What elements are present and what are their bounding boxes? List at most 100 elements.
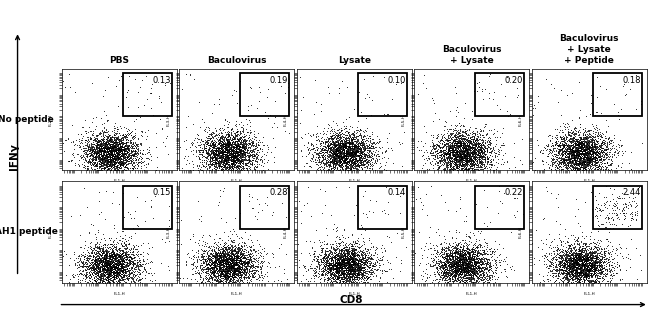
Point bbox=[257, 259, 268, 264]
Point bbox=[99, 149, 109, 154]
Point bbox=[124, 154, 134, 159]
Point bbox=[567, 142, 578, 147]
Point bbox=[464, 157, 474, 162]
Point bbox=[356, 148, 367, 153]
Point bbox=[491, 261, 501, 266]
Point bbox=[211, 131, 222, 136]
Point bbox=[468, 144, 478, 149]
Point bbox=[227, 275, 238, 280]
Point bbox=[444, 260, 454, 265]
Point bbox=[326, 275, 336, 280]
Point bbox=[463, 151, 473, 156]
Point bbox=[335, 277, 345, 282]
Point bbox=[226, 177, 236, 182]
Point bbox=[350, 257, 360, 262]
Point bbox=[484, 276, 495, 281]
Point bbox=[98, 258, 108, 263]
Point bbox=[563, 235, 573, 240]
Point bbox=[318, 157, 329, 162]
Point bbox=[229, 263, 239, 268]
Point bbox=[339, 264, 350, 269]
Point bbox=[452, 154, 463, 159]
Point bbox=[572, 261, 582, 266]
Point bbox=[337, 274, 348, 279]
Point bbox=[107, 168, 117, 173]
Point bbox=[448, 249, 459, 254]
Point bbox=[445, 147, 455, 152]
Point bbox=[557, 259, 567, 264]
Point bbox=[219, 141, 229, 146]
Point bbox=[227, 147, 238, 152]
Point bbox=[454, 163, 464, 168]
Point bbox=[324, 262, 334, 267]
Point bbox=[329, 276, 339, 281]
Point bbox=[346, 167, 356, 172]
Point bbox=[213, 252, 224, 257]
Point bbox=[241, 163, 252, 168]
Point bbox=[211, 152, 222, 157]
Point bbox=[452, 161, 463, 166]
Point bbox=[437, 254, 447, 259]
Point bbox=[315, 257, 325, 262]
Point bbox=[322, 242, 332, 247]
Point bbox=[231, 260, 242, 265]
Point bbox=[563, 270, 573, 275]
Point bbox=[114, 141, 125, 146]
Point bbox=[198, 139, 209, 144]
Point bbox=[460, 261, 471, 266]
Point bbox=[333, 268, 343, 273]
Point bbox=[203, 254, 214, 259]
Point bbox=[471, 165, 482, 170]
Point bbox=[617, 152, 627, 157]
Point bbox=[239, 133, 250, 138]
Point bbox=[201, 265, 211, 270]
Point bbox=[464, 263, 474, 268]
Point bbox=[461, 155, 471, 160]
Point bbox=[340, 257, 350, 263]
Point bbox=[456, 266, 467, 271]
Point bbox=[324, 267, 334, 272]
Point bbox=[473, 257, 483, 262]
Point bbox=[84, 275, 95, 280]
Point bbox=[104, 261, 114, 266]
Point bbox=[220, 143, 230, 148]
Point bbox=[231, 256, 242, 261]
Point bbox=[252, 216, 262, 221]
Point bbox=[216, 130, 227, 135]
Point bbox=[229, 279, 239, 284]
Point bbox=[207, 166, 217, 171]
Point bbox=[465, 139, 476, 144]
Point bbox=[318, 268, 329, 273]
Point bbox=[475, 133, 486, 138]
Point bbox=[103, 138, 113, 143]
Point bbox=[567, 244, 578, 249]
Point bbox=[346, 251, 356, 256]
Point bbox=[460, 154, 471, 159]
Point bbox=[105, 137, 115, 142]
Point bbox=[470, 147, 480, 152]
Point bbox=[98, 150, 108, 155]
Point bbox=[572, 265, 582, 270]
Point bbox=[467, 136, 477, 141]
Point bbox=[473, 163, 483, 168]
Point bbox=[97, 261, 107, 266]
Point bbox=[120, 251, 130, 256]
Point bbox=[129, 279, 140, 284]
Point bbox=[346, 262, 356, 267]
Point bbox=[222, 174, 232, 179]
Point bbox=[574, 168, 584, 173]
Point bbox=[123, 151, 133, 156]
Point bbox=[356, 154, 366, 159]
Point bbox=[323, 135, 333, 140]
Point bbox=[213, 264, 224, 269]
Point bbox=[207, 278, 218, 283]
Point bbox=[592, 256, 602, 261]
Point bbox=[474, 273, 484, 279]
Point bbox=[218, 257, 229, 262]
Point bbox=[239, 140, 250, 145]
Point bbox=[100, 252, 110, 257]
Point bbox=[452, 262, 462, 267]
Point bbox=[233, 165, 244, 171]
Point bbox=[231, 148, 241, 153]
Point bbox=[341, 283, 352, 288]
